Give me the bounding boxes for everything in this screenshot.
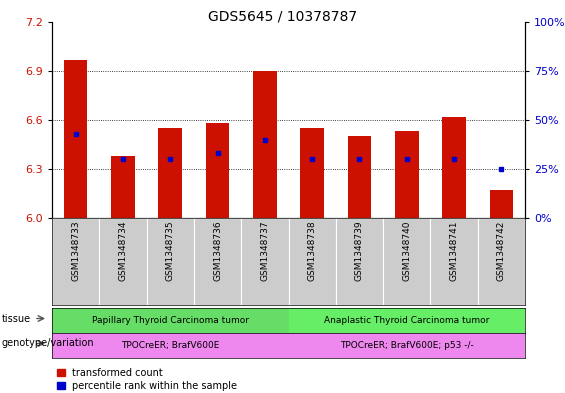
Bar <box>158 128 182 218</box>
Bar <box>241 218 289 305</box>
Bar <box>194 218 241 305</box>
Bar <box>206 123 229 218</box>
Text: GSM1348736: GSM1348736 <box>213 220 222 281</box>
Bar <box>336 218 383 305</box>
Bar <box>289 218 336 305</box>
Bar <box>146 218 194 305</box>
Bar <box>442 117 466 218</box>
Text: GSM1348734: GSM1348734 <box>119 220 128 281</box>
Text: genotype/variation: genotype/variation <box>2 338 94 349</box>
Bar <box>395 131 419 218</box>
Bar <box>289 308 525 333</box>
Text: Papillary Thyroid Carcinoma tumor: Papillary Thyroid Carcinoma tumor <box>92 316 249 325</box>
Bar <box>289 333 525 358</box>
Bar <box>99 218 146 305</box>
Text: GDS5645 / 10378787: GDS5645 / 10378787 <box>208 10 357 24</box>
Text: GSM1348739: GSM1348739 <box>355 220 364 281</box>
Text: tissue: tissue <box>2 314 31 323</box>
Bar <box>477 218 525 305</box>
Text: GSM1348741: GSM1348741 <box>450 220 459 281</box>
Bar <box>111 156 135 218</box>
Bar <box>489 190 513 218</box>
Text: TPOCreER; BrafV600E; p53 -/-: TPOCreER; BrafV600E; p53 -/- <box>340 341 473 350</box>
Text: Anaplastic Thyroid Carcinoma tumor: Anaplastic Thyroid Carcinoma tumor <box>324 316 489 325</box>
Bar <box>52 218 99 305</box>
Bar <box>347 136 371 218</box>
Bar <box>52 333 289 358</box>
Text: GSM1348740: GSM1348740 <box>402 220 411 281</box>
Bar <box>253 71 277 218</box>
Text: TPOCreER; BrafV600E: TPOCreER; BrafV600E <box>121 341 219 350</box>
Text: GSM1348742: GSM1348742 <box>497 220 506 281</box>
Text: GSM1348733: GSM1348733 <box>71 220 80 281</box>
Bar <box>64 60 88 218</box>
Bar <box>431 218 477 305</box>
Text: GSM1348738: GSM1348738 <box>308 220 316 281</box>
Text: GSM1348737: GSM1348737 <box>260 220 270 281</box>
Bar <box>301 128 324 218</box>
Text: GSM1348735: GSM1348735 <box>166 220 175 281</box>
Bar <box>383 218 431 305</box>
Legend: transformed count, percentile rank within the sample: transformed count, percentile rank withi… <box>57 368 237 391</box>
Bar <box>52 308 289 333</box>
